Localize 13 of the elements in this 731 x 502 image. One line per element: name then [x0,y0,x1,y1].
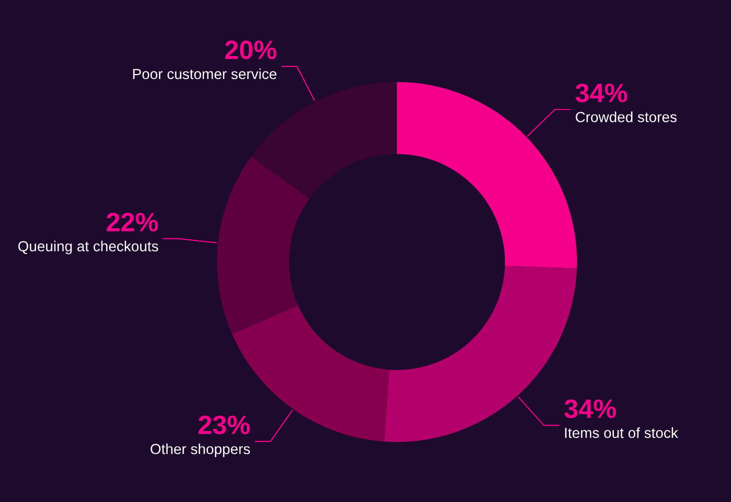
data-label: 34% [576,84,628,102]
slice-label: Poor customer service [133,68,276,80]
slice-label: Items out of stock [565,427,678,438]
data-label: 34% [564,399,616,418]
donut-slice [217,156,310,334]
data-label: 22% [106,212,158,232]
donut-slice [397,82,577,268]
slice-label: Other shoppers [150,443,250,458]
donut-slice [251,82,397,199]
slice-label: Queuing at checkouts [18,240,158,254]
data-label: 23% [198,416,250,434]
data-label: 20% [225,40,276,60]
slice-label: Crowded stores [576,111,677,122]
